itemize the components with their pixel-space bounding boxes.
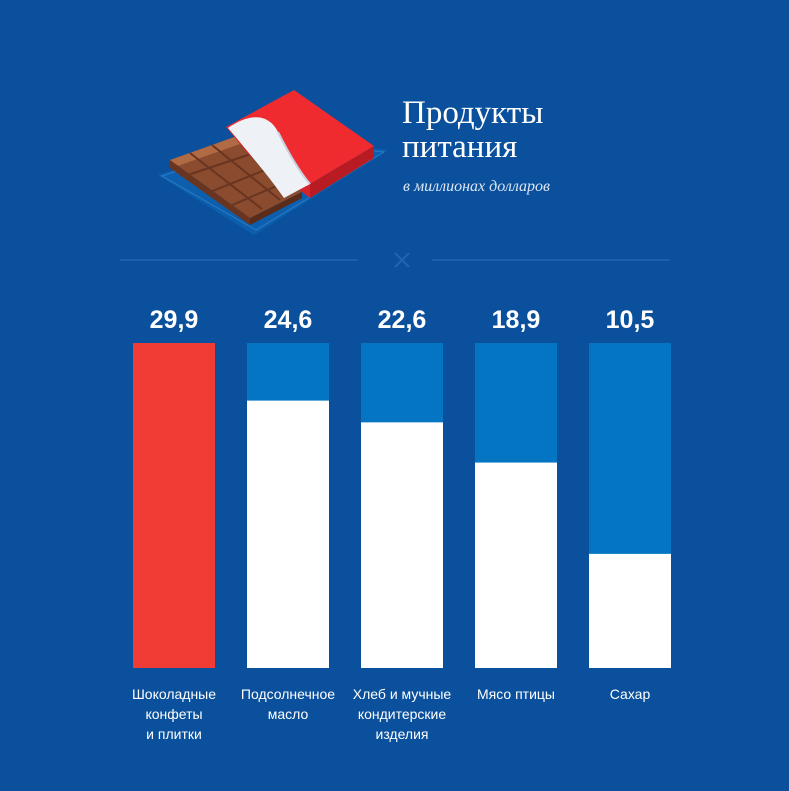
cross-icon: [120, 252, 670, 268]
category-label: Хлеб и мучные кондитерские изделия: [332, 684, 472, 744]
chart-title-line-2: питания: [402, 129, 518, 165]
category-label: Мясо птицы: [446, 684, 586, 704]
chart-title-line-1: Продукты: [402, 95, 544, 131]
category-label-line: Хлеб и мучные: [352, 686, 452, 702]
category-label-line: конфеты: [145, 706, 203, 722]
bar: [589, 553, 671, 668]
category-label-line: и плитки: [146, 726, 202, 742]
category-label: Шоколадные конфеты и плитки: [104, 684, 244, 744]
bar: [133, 343, 215, 668]
chocolate-bar-icon: [158, 90, 388, 235]
chart-subtitle: в миллионах долларов: [403, 178, 550, 195]
bar: [475, 462, 557, 668]
category-label-line: Шоколадные: [131, 686, 217, 702]
category-label-line: Подсолнечное: [240, 686, 336, 702]
category-label-line: изделия: [375, 726, 429, 742]
bar-value-label: 29,9: [150, 306, 199, 334]
bar-value-label: 10,5: [606, 306, 655, 334]
bar: [361, 422, 443, 668]
category-label: Подсолнечное масло: [218, 684, 358, 724]
category-label: Сахар: [560, 684, 700, 704]
category-label-line: Сахар: [609, 686, 651, 702]
chart-title: Продукты питания: [402, 96, 543, 164]
category-label-line: Мясо птицы: [477, 686, 555, 702]
category-label-line: масло: [267, 706, 309, 722]
bar-value-label: 24,6: [264, 306, 313, 334]
bar: [247, 400, 329, 668]
category-label-line: кондитерские: [357, 706, 447, 722]
bar-value-label: 22,6: [378, 306, 427, 334]
bar-value-label: 18,9: [492, 306, 541, 334]
